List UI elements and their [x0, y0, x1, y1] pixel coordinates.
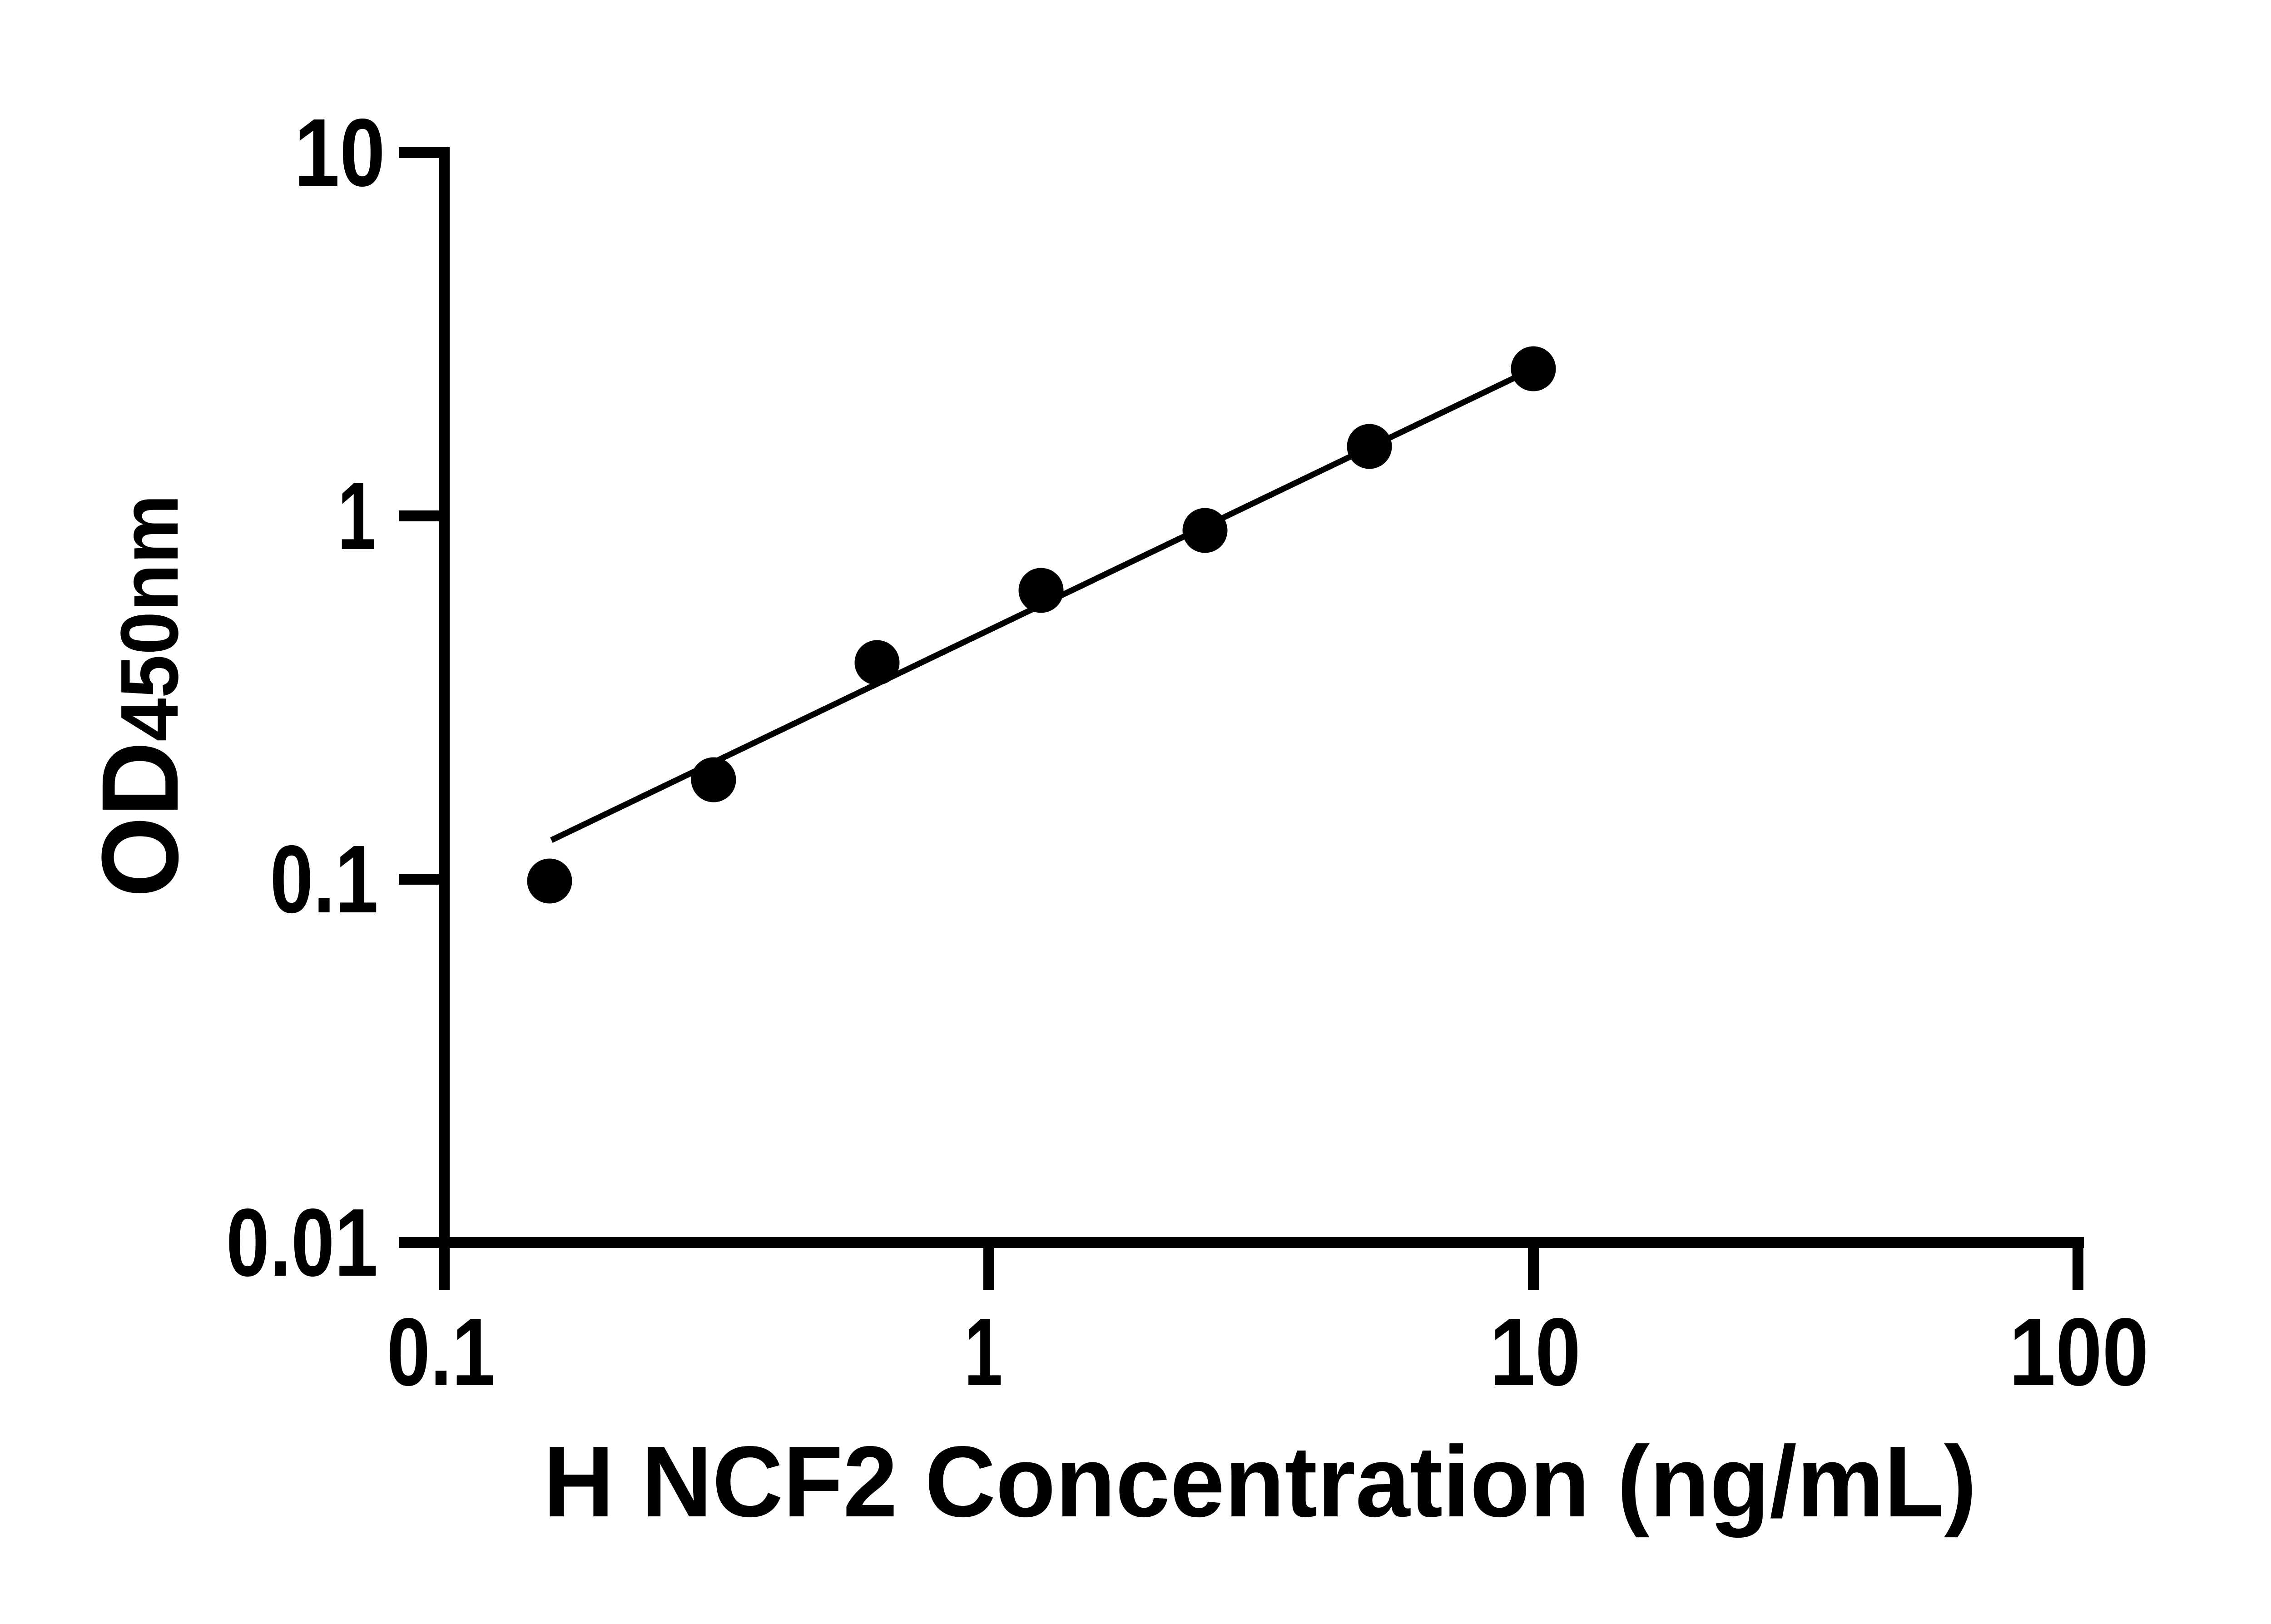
svg-text:100: 100	[2009, 1298, 2149, 1406]
svg-text:1: 1	[337, 462, 376, 569]
svg-text:0.1: 0.1	[270, 825, 378, 933]
svg-text:H NCF2 Concentration (ng/mL): H NCF2 Concentration (ng/mL)	[543, 1426, 1977, 1538]
svg-text:0.1: 0.1	[387, 1298, 496, 1406]
svg-text:10: 10	[294, 99, 385, 206]
svg-text:10: 10	[1490, 1298, 1581, 1406]
svg-text:1: 1	[964, 1298, 1003, 1406]
svg-text:0.01: 0.01	[226, 1188, 378, 1296]
